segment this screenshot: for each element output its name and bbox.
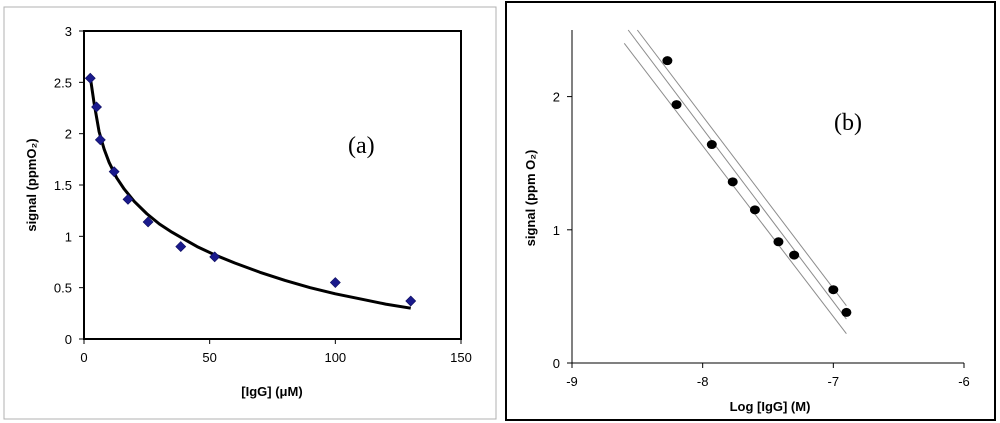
data-point-circle <box>671 100 682 110</box>
y-tick-label: 2 <box>553 90 560 105</box>
x-tick-label: 100 <box>324 350 346 365</box>
data-point-circle <box>727 177 738 187</box>
panel-a-fit-curve <box>88 76 411 310</box>
panel-a-plot-area <box>83 30 462 340</box>
y-tick-label: 2.5 <box>54 75 72 90</box>
data-point-circle <box>828 285 839 295</box>
y-tick-label: 0.5 <box>54 281 72 296</box>
x-tick-label: -6 <box>958 374 970 389</box>
panel-a-label: (a) <box>348 133 375 159</box>
fit-line <box>627 29 847 320</box>
y-tick-label: 0 <box>65 332 72 347</box>
x-tick-label: 0 <box>80 350 87 365</box>
panel-a-y-tick-labels: 0 0.5 1 1.5 2 2.5 3 <box>54 24 72 347</box>
data-point-diamond <box>91 101 102 113</box>
y-tick-label: 3 <box>65 24 72 39</box>
y-tick-label: 1 <box>65 229 72 244</box>
data-point-diamond <box>405 295 417 307</box>
panel-a: 0 50 100 150 0 0.5 1 1.5 2 2.5 3 (a) [IgG] (μM) s… <box>3 6 497 420</box>
panel-b-x-axis-label: Log [IgG] (M) <box>730 399 811 414</box>
data-point-diamond <box>329 277 341 288</box>
x-tick-label: 150 <box>450 350 472 365</box>
panel-b-y-tick-labels: 0 1 2 <box>553 90 560 371</box>
panel-b: -9 -8 -7 -6 0 1 2 (b) Log [IgG] (M) signal (p… <box>505 1 996 421</box>
data-point-circle <box>749 205 760 215</box>
panel-b-y-axis-label: signal (ppm O₂) <box>523 150 538 247</box>
fit-line <box>623 43 847 334</box>
panel-a-y-axis-label: signal (ppmO₂) <box>24 138 39 231</box>
y-tick-label: 1.5 <box>54 178 72 193</box>
panel-a-frame <box>3 6 497 420</box>
data-point-diamond <box>122 193 134 205</box>
panel-b-x-tick-labels: -9 -8 -7 -6 <box>566 374 970 389</box>
x-tick-label: 50 <box>202 350 216 365</box>
data-point-circle <box>841 307 852 317</box>
x-tick-label: -8 <box>697 374 709 389</box>
data-point-diamond <box>84 72 96 84</box>
panel-a-points <box>84 72 417 307</box>
x-tick-label: -9 <box>566 374 578 389</box>
data-point-circle <box>662 56 673 66</box>
panel-b-points <box>662 56 852 317</box>
data-point-diamond <box>209 251 221 263</box>
panel-a-ticks <box>79 30 462 344</box>
data-point-diamond <box>175 241 187 253</box>
data-point-circle <box>789 250 800 260</box>
data-point-diamond <box>142 216 154 228</box>
data-point-diamond <box>94 134 106 146</box>
fit-curve <box>88 76 411 310</box>
panel-b-fit-lines <box>623 29 847 334</box>
panel-b-frame <box>505 1 996 421</box>
panel-a-x-tick-labels: 0 50 100 150 <box>80 350 471 365</box>
fit-line <box>636 29 847 307</box>
data-point-circle <box>773 237 784 247</box>
x-tick-label: -7 <box>828 374 840 389</box>
y-tick-label: 2 <box>65 127 72 142</box>
panel-a-x-axis-label: [IgG] (μM) <box>241 384 302 399</box>
y-tick-label: 0 <box>553 356 560 371</box>
panel-b-label: (b) <box>834 110 862 136</box>
y-tick-label: 1 <box>553 223 560 238</box>
data-point-diamond <box>108 166 120 178</box>
data-point-circle <box>706 140 717 150</box>
panel-b-ticks <box>567 96 965 368</box>
